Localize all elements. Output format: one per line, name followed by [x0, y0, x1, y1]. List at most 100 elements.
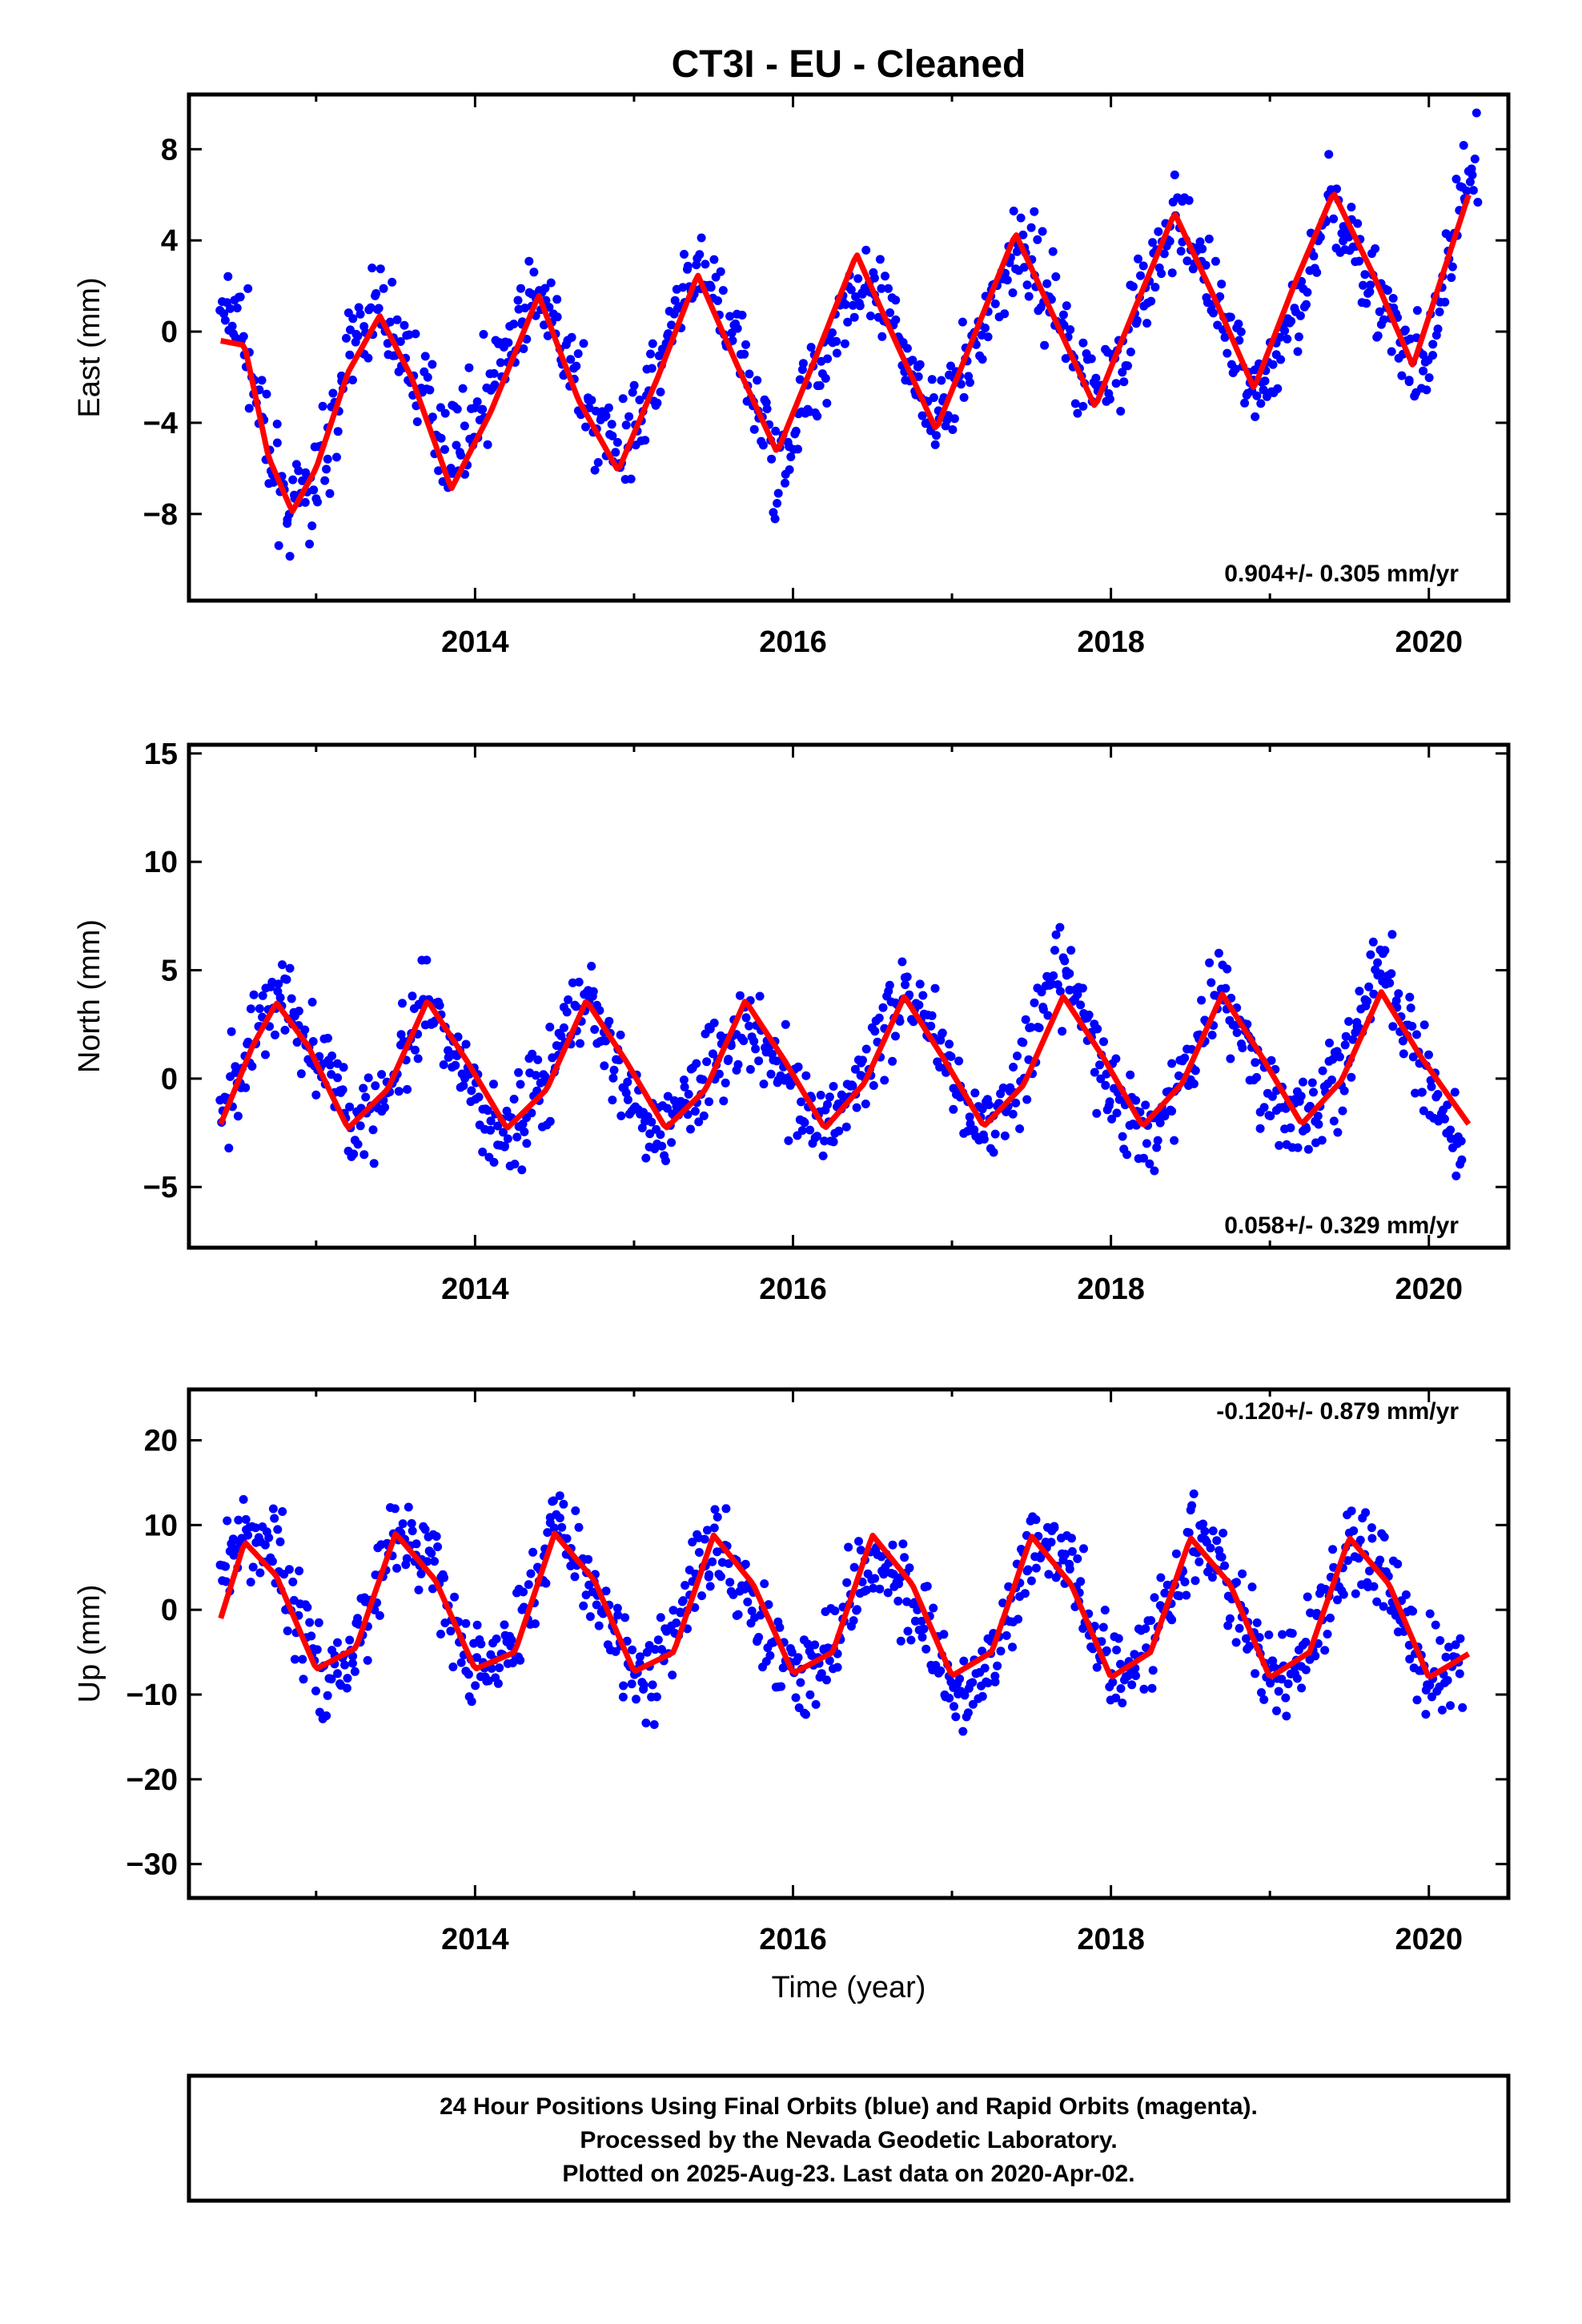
data-point [1026, 1023, 1036, 1032]
data-point [298, 1655, 307, 1664]
data-point [619, 1681, 628, 1691]
data-point [524, 1580, 533, 1590]
data-point [516, 283, 525, 293]
data-point [1360, 270, 1370, 279]
data-point [878, 1003, 888, 1012]
data-point [434, 466, 444, 476]
data-point [411, 1045, 420, 1055]
data-point [1245, 1642, 1255, 1651]
data-point [773, 499, 782, 508]
data-point [902, 344, 912, 353]
data-point [374, 304, 383, 313]
data-point [1447, 273, 1456, 283]
data-point [684, 1089, 693, 1099]
data-point [629, 380, 639, 390]
data-point [781, 1019, 790, 1029]
data-point [741, 1013, 751, 1023]
data-point [562, 1534, 572, 1543]
data-point [1468, 171, 1477, 179]
model-curve [218, 989, 1472, 1131]
data-point [1333, 1128, 1343, 1137]
data-point [902, 972, 912, 982]
data-point [1066, 325, 1075, 335]
data-point [1325, 1038, 1334, 1047]
data-point [1062, 301, 1071, 311]
y-tick-label: 10 [144, 1509, 178, 1542]
data-point [618, 1692, 628, 1702]
data-point [648, 1680, 657, 1690]
data-point [1293, 347, 1303, 356]
data-point [413, 1054, 423, 1063]
data-point [946, 361, 955, 371]
data-point [517, 1165, 527, 1175]
data-point [516, 1655, 525, 1665]
data-point [844, 1542, 853, 1552]
data-point [1435, 1636, 1445, 1645]
x-tick-label: 2020 [1395, 1923, 1463, 1956]
data-point [745, 1021, 754, 1031]
data-point [1176, 247, 1186, 256]
data-point [946, 1051, 956, 1061]
data-point [458, 384, 468, 393]
data-point [1091, 373, 1101, 383]
data-point [456, 1658, 466, 1667]
data-point [773, 489, 783, 498]
data-point [1266, 1679, 1275, 1688]
data-point [1375, 307, 1384, 316]
data-point [1044, 1570, 1054, 1579]
x-tick-label: 2018 [1077, 1923, 1145, 1956]
data-point [398, 1519, 408, 1529]
data-point [1427, 1082, 1436, 1092]
data-point [1440, 297, 1450, 307]
data-point [307, 997, 317, 1007]
data-point [758, 440, 768, 450]
x-tick-label: 2018 [1077, 1273, 1145, 1306]
data-point [834, 1126, 844, 1136]
data-point [832, 348, 841, 358]
data-point [366, 303, 375, 312]
data-point [646, 349, 655, 359]
data-point [1220, 332, 1230, 342]
data-point [1240, 398, 1250, 408]
data-point [680, 1082, 689, 1092]
data-point [408, 1526, 417, 1536]
data-point [681, 1581, 690, 1590]
data-point [519, 344, 528, 353]
data-point [1328, 1055, 1338, 1064]
data-point [489, 1157, 499, 1167]
data-point [680, 250, 689, 259]
data-point [822, 399, 832, 408]
data-point [411, 329, 420, 339]
data-point [303, 1602, 312, 1612]
data-point [1055, 987, 1065, 996]
data-point [1323, 1630, 1332, 1638]
data-point [555, 1491, 564, 1501]
data-point [672, 1618, 681, 1627]
data-point [1219, 1528, 1228, 1538]
data-point [649, 1720, 659, 1729]
data-point [221, 1562, 231, 1571]
data-point [1148, 238, 1158, 247]
data-point [816, 1091, 825, 1100]
data-point [745, 1064, 755, 1074]
data-point [1217, 1552, 1227, 1562]
data-point [1447, 262, 1457, 271]
plot-frame [187, 1387, 1511, 1900]
data-point [1154, 227, 1163, 236]
model-curve [218, 1530, 1471, 1679]
data-point [1425, 1609, 1435, 1618]
data-point [1116, 1684, 1126, 1693]
data-point [1259, 385, 1268, 395]
data-point [800, 1118, 809, 1128]
data-point [1433, 1090, 1443, 1099]
data-point [1256, 399, 1266, 408]
data-point [1145, 1159, 1154, 1168]
data-point [1427, 1692, 1436, 1702]
data-point [870, 1027, 880, 1036]
data-point [1170, 1136, 1179, 1145]
data-point [387, 277, 397, 287]
data-point [432, 1532, 441, 1541]
data-point [637, 1124, 647, 1132]
data-point [1320, 1646, 1330, 1655]
data-point [576, 1039, 584, 1048]
